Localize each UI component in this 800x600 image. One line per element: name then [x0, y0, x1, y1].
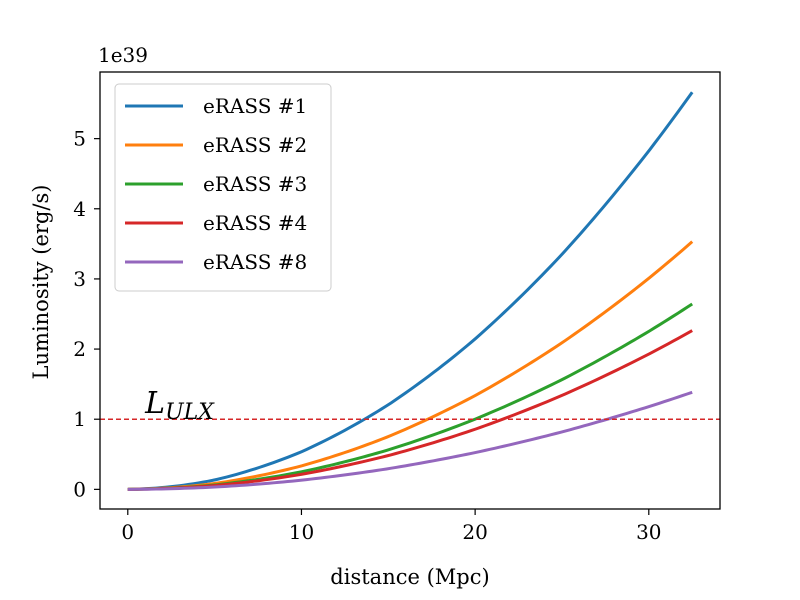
series-line-1 [127, 91, 694, 491]
series-line-5 [127, 390, 693, 491]
x-tick-label: 20 [462, 520, 487, 544]
ulx-annotation-main: L [144, 386, 165, 421]
legend: eRASS #1 eRASS #2 eRASS #3 eRASS #4 eRASS #8 [114, 83, 332, 292]
y-tick-label: 3 [73, 267, 86, 291]
y-tick-label: 5 [73, 127, 86, 151]
y-tick-label: 0 [73, 477, 86, 501]
y-axis-label: Luminosity (erg/s) [29, 185, 53, 380]
x-tick-label: 0 [121, 520, 134, 544]
y-tick-label: 4 [73, 197, 86, 221]
series-line-4 [127, 329, 693, 491]
ulx-annotation-sub: ULX [165, 400, 215, 425]
y-tick-label: 1 [73, 407, 86, 431]
y-offset-label: 1e39 [98, 43, 148, 67]
legend-label-5: eRASS #8 [203, 250, 307, 274]
legend-label-1: eRASS #1 [203, 94, 307, 118]
series-line-2 [127, 240, 694, 491]
x-axis-ticks: 0 10 20 30 [121, 509, 662, 544]
x-axis-label: distance (Mpc) [330, 565, 489, 589]
legend-label-3: eRASS #3 [203, 172, 307, 196]
series-line-3 [127, 302, 694, 491]
legend-label-2: eRASS #2 [203, 133, 307, 157]
x-tick-label: 30 [636, 520, 661, 544]
plot-frame [99, 71, 721, 510]
y-axis-ticks: 0 1 2 3 4 5 [73, 127, 100, 501]
ulx-annotation: LULX [144, 386, 215, 425]
legend-box [114, 83, 332, 292]
x-tick-label: 10 [289, 520, 314, 544]
series-lines [127, 91, 694, 491]
legend-label-4: eRASS #4 [203, 211, 307, 235]
y-tick-label: 2 [73, 337, 86, 361]
